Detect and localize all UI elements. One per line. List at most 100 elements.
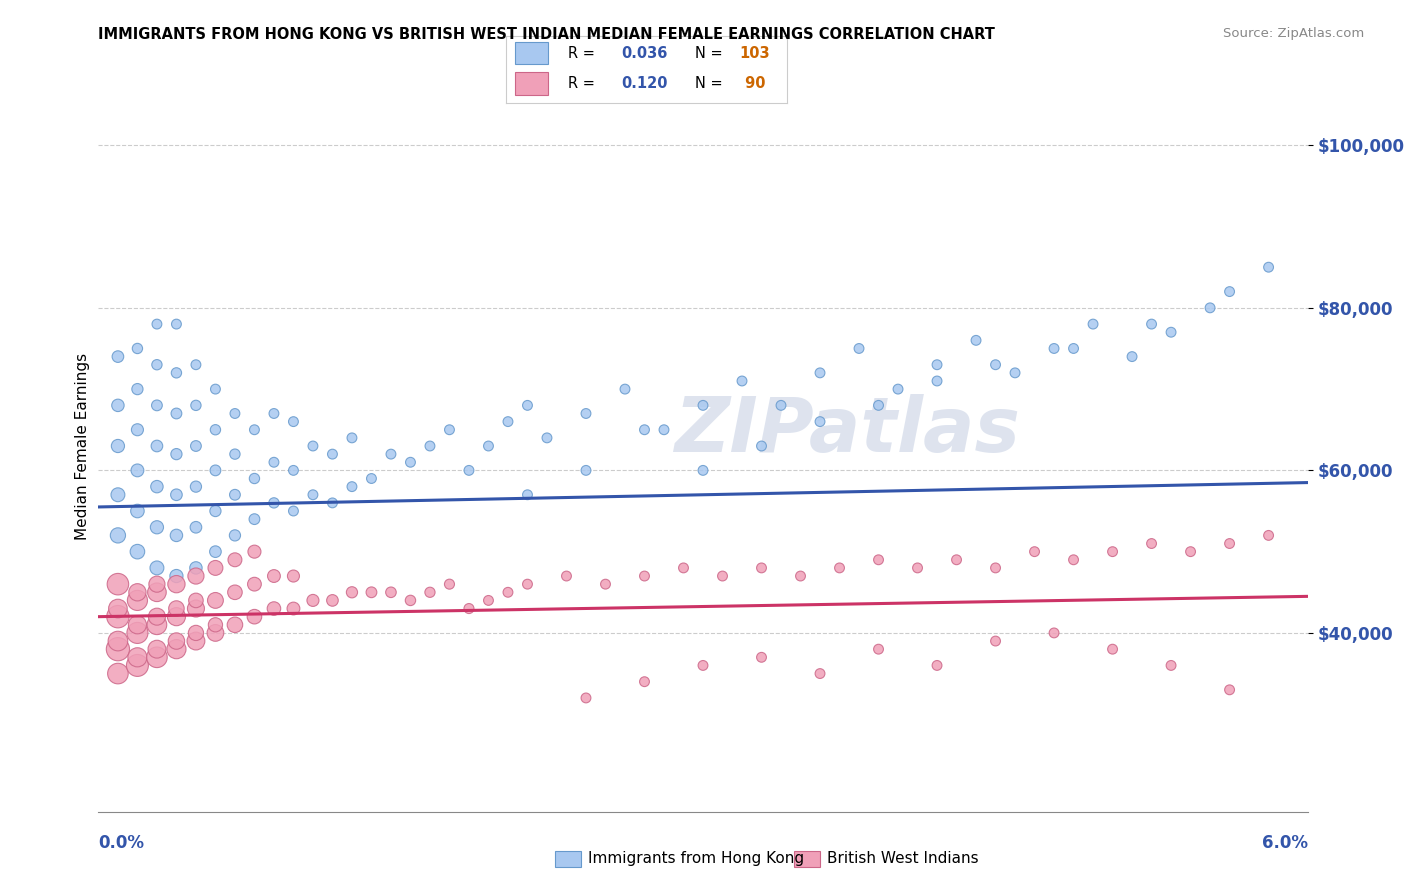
Point — [107, 634, 129, 648]
Point — [692, 463, 714, 477]
Point — [127, 382, 149, 396]
Point — [1219, 682, 1241, 697]
Text: 90: 90 — [740, 76, 765, 91]
Point — [204, 504, 226, 518]
Point — [1219, 536, 1241, 550]
Point — [711, 569, 734, 583]
Point — [360, 585, 382, 599]
Point — [439, 423, 461, 437]
Point — [146, 577, 169, 591]
Point — [165, 642, 187, 657]
Point — [731, 374, 754, 388]
Point — [204, 463, 226, 477]
Point — [633, 569, 655, 583]
Point — [184, 626, 207, 640]
Point — [283, 463, 305, 477]
Point — [204, 544, 226, 558]
Point — [127, 617, 149, 632]
Point — [107, 439, 129, 453]
Point — [184, 561, 207, 575]
Point — [127, 342, 149, 356]
Point — [184, 520, 207, 534]
Point — [1043, 342, 1066, 356]
Point — [243, 512, 266, 526]
Point — [984, 634, 1007, 648]
Point — [633, 423, 655, 437]
Text: 0.0%: 0.0% — [98, 834, 145, 852]
Point — [984, 561, 1007, 575]
Point — [107, 488, 129, 502]
Point — [263, 569, 285, 583]
Point — [184, 569, 207, 583]
Point — [340, 585, 363, 599]
Point — [1160, 325, 1182, 339]
Point — [458, 463, 481, 477]
Point — [165, 447, 187, 461]
Text: R =: R = — [568, 76, 599, 91]
Point — [1004, 366, 1026, 380]
Text: IMMIGRANTS FROM HONG KONG VS BRITISH WEST INDIAN MEDIAN FEMALE EARNINGS CORRELAT: IMMIGRANTS FROM HONG KONG VS BRITISH WES… — [98, 27, 995, 42]
Point — [165, 528, 187, 542]
Point — [283, 415, 305, 429]
Point — [672, 561, 695, 575]
Point — [184, 634, 207, 648]
Point — [184, 601, 207, 615]
Point — [848, 342, 870, 356]
Point — [399, 593, 422, 607]
Point — [439, 577, 461, 591]
Point — [165, 577, 187, 591]
Bar — [515, 42, 548, 64]
Point — [165, 407, 187, 421]
Point — [1101, 544, 1123, 558]
Point — [1140, 536, 1163, 550]
Bar — [515, 72, 548, 95]
Point — [127, 463, 149, 477]
Point — [321, 593, 343, 607]
Point — [165, 634, 187, 648]
Point — [789, 569, 811, 583]
Point — [419, 585, 441, 599]
Point — [652, 423, 675, 437]
Point — [1219, 285, 1241, 299]
Point — [1199, 301, 1222, 315]
Point — [146, 439, 169, 453]
Point — [945, 553, 967, 567]
Point — [1121, 350, 1143, 364]
Point — [165, 601, 187, 615]
Point — [360, 471, 382, 485]
Point — [165, 569, 187, 583]
Point — [263, 407, 285, 421]
Point — [107, 398, 129, 412]
Point — [283, 504, 305, 518]
Point — [243, 471, 266, 485]
Point — [399, 455, 422, 469]
Point — [263, 455, 285, 469]
Point — [127, 423, 149, 437]
Point — [1043, 626, 1066, 640]
Point — [692, 398, 714, 412]
Point — [595, 577, 617, 591]
Point — [965, 334, 987, 348]
Point — [1024, 544, 1046, 558]
Point — [868, 642, 890, 657]
Point — [380, 447, 402, 461]
Point — [224, 447, 246, 461]
Point — [204, 423, 226, 437]
Point — [1160, 658, 1182, 673]
Point — [146, 617, 169, 632]
Point — [107, 350, 129, 364]
Text: British West Indians: British West Indians — [827, 852, 979, 866]
Point — [496, 585, 519, 599]
Point — [283, 601, 305, 615]
Point — [146, 520, 169, 534]
Point — [165, 317, 187, 331]
Point — [107, 609, 129, 624]
Point — [224, 553, 246, 567]
Point — [165, 366, 187, 380]
Point — [516, 488, 538, 502]
Text: ZIPatlas: ZIPatlas — [675, 394, 1021, 468]
Point — [751, 439, 773, 453]
Point — [907, 561, 929, 575]
Point — [243, 577, 266, 591]
Point — [263, 496, 285, 510]
